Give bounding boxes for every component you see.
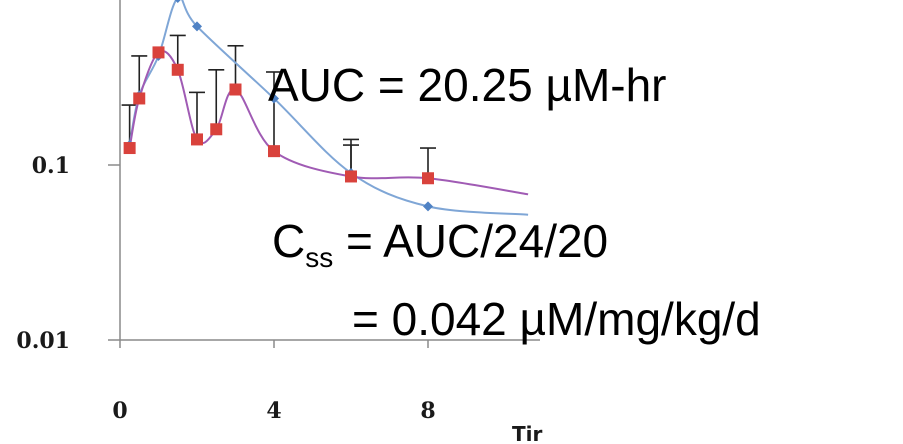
css-formula-text: = AUC/24/20	[333, 215, 609, 267]
x-tick-label: 8	[420, 398, 435, 424]
css-result: = 0.042 µM/mg/kg/d	[352, 293, 761, 345]
tick-labels: 0.1 0.01 0 4 8	[16, 153, 435, 424]
data-point-square	[210, 123, 223, 136]
data-point-square	[229, 83, 242, 96]
data-point-square	[133, 92, 146, 105]
data-point-diamond	[174, 0, 181, 4]
data-point-square	[171, 63, 184, 76]
series-line-1	[128, 0, 529, 216]
data-point-square	[123, 142, 136, 155]
data-point-square	[422, 172, 434, 185]
data-point-square	[191, 133, 203, 146]
auc-annotation: AUC = 20.25 µM-hr	[268, 59, 667, 111]
series-markers	[123, 0, 434, 212]
y-tick-label: 0.1	[32, 153, 70, 179]
data-point-diamond	[423, 201, 433, 212]
axes	[108, 0, 540, 348]
css-subscript: ss	[305, 242, 334, 273]
data-point-diamond	[269, 93, 279, 104]
data-point-square	[268, 145, 280, 158]
x-tick-label: 0	[112, 398, 127, 424]
x-axis-label: Tir	[512, 422, 542, 444]
x-tick-label: 4	[266, 398, 281, 424]
css-symbol: C	[272, 215, 306, 267]
y-tick-label: 0.01	[16, 328, 70, 354]
css-formula: Css = AUC/24/20	[272, 218, 608, 272]
data-point-diamond	[192, 21, 202, 32]
data-point-square	[345, 170, 357, 183]
data-point-square	[152, 46, 165, 59]
